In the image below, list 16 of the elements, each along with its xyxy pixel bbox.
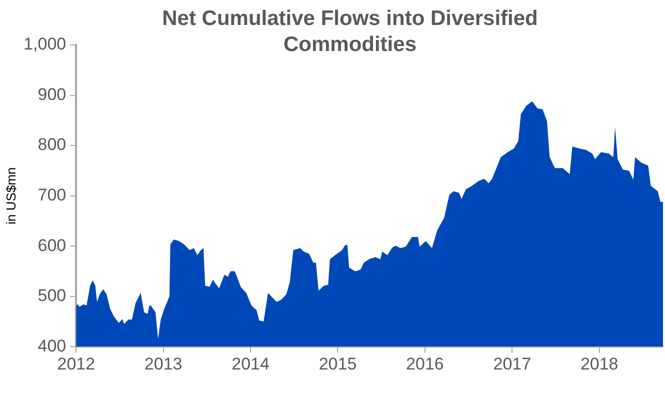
y-axis-title: in US$mn bbox=[3, 167, 18, 224]
x-tick-label: 2018 bbox=[580, 354, 618, 374]
x-tick-label: 2014 bbox=[232, 354, 270, 374]
x-tick-label: 2015 bbox=[318, 354, 357, 374]
x-tick-label: 2013 bbox=[144, 354, 182, 374]
x-tick-label: 2016 bbox=[406, 354, 444, 374]
y-tick-label: 500 bbox=[38, 286, 66, 306]
chart-title: Net Cumulative Flows into Diversified Commodities bbox=[161, 6, 539, 58]
y-tick-label: 900 bbox=[38, 84, 66, 104]
y-tick-label: 400 bbox=[38, 336, 66, 356]
x-tick-label: 2012 bbox=[57, 354, 96, 374]
y-tick-label: 800 bbox=[38, 135, 66, 154]
y-tick-label: 700 bbox=[38, 185, 66, 204]
y-tick-label: 1,000 bbox=[24, 34, 66, 54]
x-tick-label: 2017 bbox=[493, 354, 532, 374]
y-tick-label: 600 bbox=[38, 236, 66, 255]
